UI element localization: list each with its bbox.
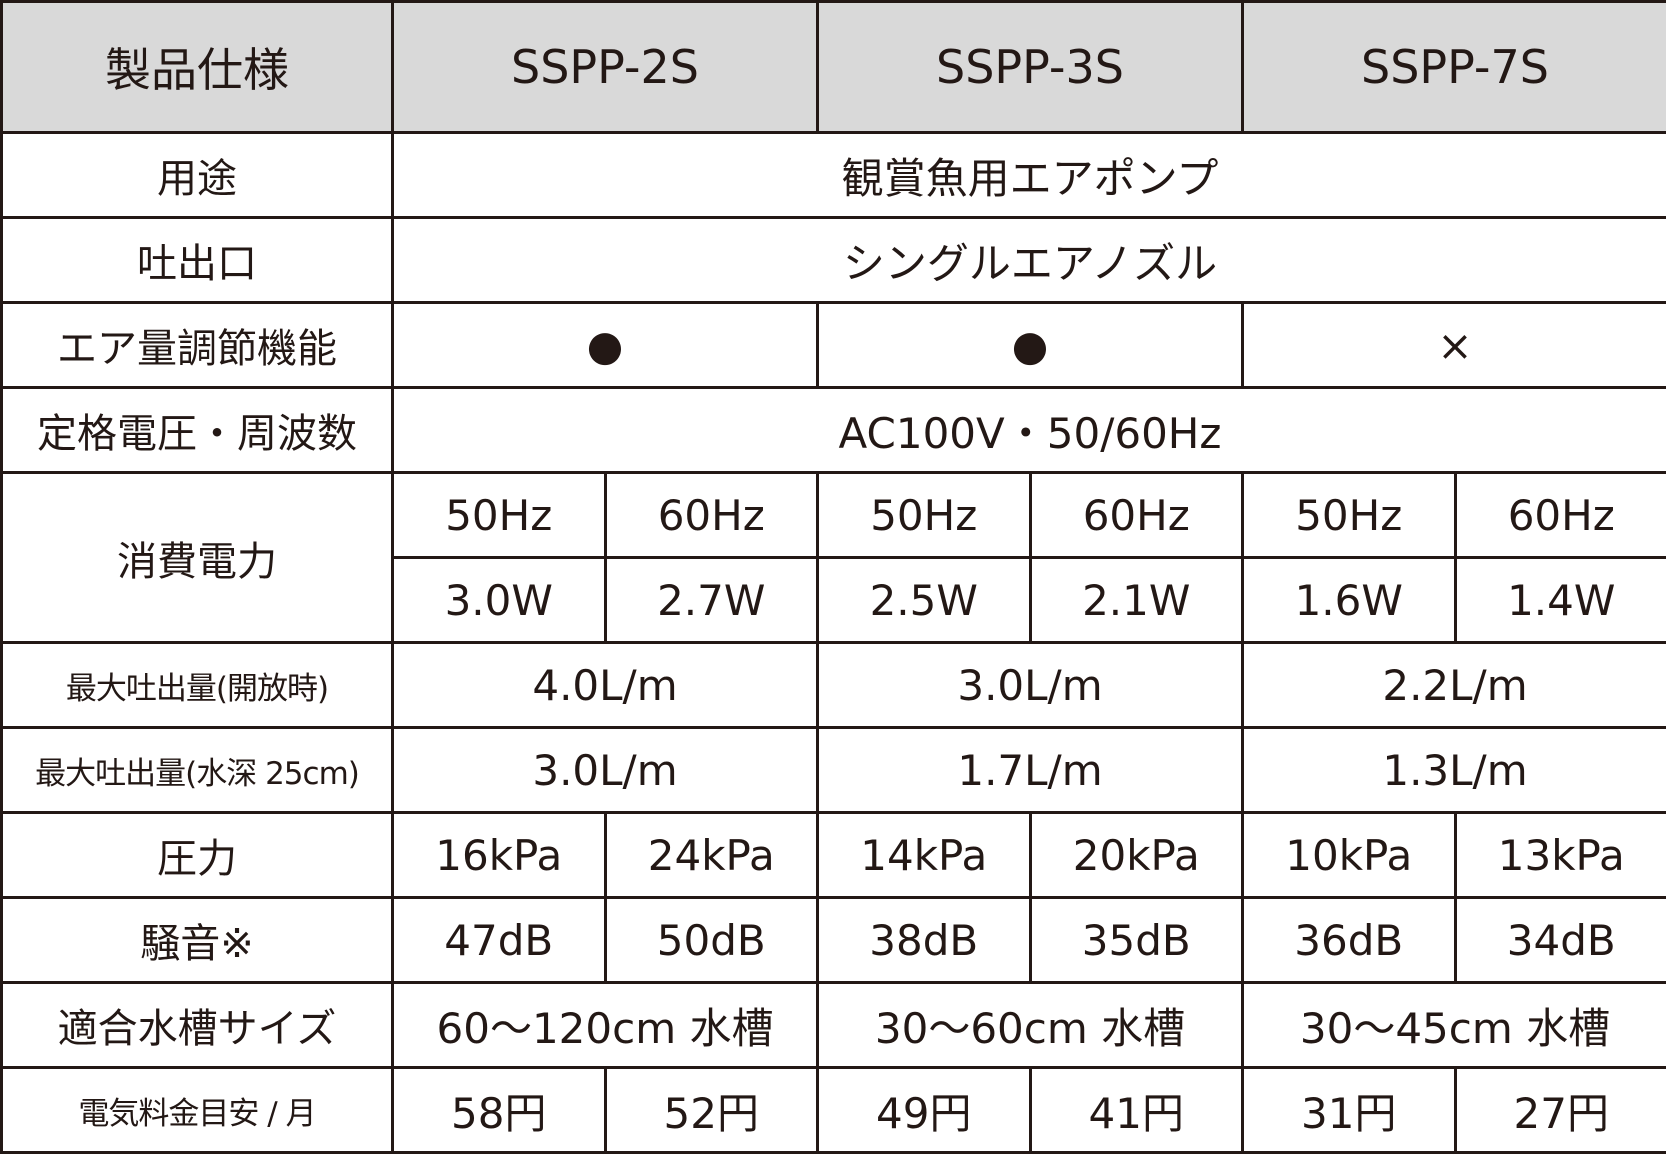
row-label: 適合水槽サイズ <box>2 983 393 1068</box>
row-label: 騒音※ <box>2 898 393 983</box>
value-cell: 3.0L/m <box>393 728 818 813</box>
value-cell: 2.1W <box>1030 558 1243 643</box>
value-cell: 2.5W <box>818 558 1031 643</box>
row-label: 用途 <box>2 133 393 218</box>
value-cell: 14kPa <box>818 813 1031 898</box>
value-cell: 3.0L/m <box>818 643 1243 728</box>
row-label: 電気料金目安 / 月 <box>2 1068 393 1153</box>
model-header: SSPP-2S <box>393 2 818 133</box>
value-cell: 58円 <box>393 1068 606 1153</box>
value-cell: 30～45cm 水槽 <box>1243 983 1666 1068</box>
value-cell: 38dB <box>818 898 1031 983</box>
model-header: SSPP-7S <box>1243 2 1666 133</box>
value-cell: 24kPa <box>605 813 818 898</box>
value-cell: シングルエアノズル <box>393 218 1666 303</box>
spec-row: エア量調節機能●●× <box>2 303 1666 388</box>
spec-row: 用途観賞魚用エアポンプ <box>2 133 1666 218</box>
value-cell: 41円 <box>1030 1068 1243 1153</box>
value-cell: 60Hz <box>1030 473 1243 558</box>
value-cell: 60Hz <box>1455 473 1666 558</box>
value-cell: 1.7L/m <box>818 728 1243 813</box>
value-cell: 20kPa <box>1030 813 1243 898</box>
row-label: 圧力 <box>2 813 393 898</box>
value-cell: 60Hz <box>605 473 818 558</box>
row-label: 消費電力 <box>2 473 393 643</box>
value-cell: ● <box>393 303 818 388</box>
value-cell: 50Hz <box>818 473 1031 558</box>
value-cell: 49円 <box>818 1068 1031 1153</box>
row-label: 吐出口 <box>2 218 393 303</box>
value-cell: 1.6W <box>1243 558 1456 643</box>
value-cell: 2.2L/m <box>1243 643 1666 728</box>
row-label: 最大吐出量(水深 25cm) <box>2 728 393 813</box>
value-cell: 50Hz <box>1243 473 1456 558</box>
spec-row: 吐出口シングルエアノズル <box>2 218 1666 303</box>
value-cell: 50Hz <box>393 473 606 558</box>
value-cell: 27円 <box>1455 1068 1666 1153</box>
value-cell: 31円 <box>1243 1068 1456 1153</box>
value-cell: 13kPa <box>1455 813 1666 898</box>
value-cell: × <box>1243 303 1666 388</box>
value-cell: 60～120cm 水槽 <box>393 983 818 1068</box>
value-cell: 4.0L/m <box>393 643 818 728</box>
row-label: 最大吐出量(開放時) <box>2 643 393 728</box>
value-cell: 35dB <box>1030 898 1243 983</box>
value-cell: 1.4W <box>1455 558 1666 643</box>
value-cell: 観賞魚用エアポンプ <box>393 133 1666 218</box>
value-cell: 36dB <box>1243 898 1456 983</box>
value-cell: 50dB <box>605 898 818 983</box>
value-cell: 1.3L/m <box>1243 728 1666 813</box>
value-cell: 47dB <box>393 898 606 983</box>
model-header: SSPP-3S <box>818 2 1243 133</box>
value-cell: 16kPa <box>393 813 606 898</box>
row-label: 定格電圧・周波数 <box>2 388 393 473</box>
value-cell: 3.0W <box>393 558 606 643</box>
value-cell: 52円 <box>605 1068 818 1153</box>
value-cell: AC100V・50/60Hz <box>393 388 1666 473</box>
value-cell: 2.7W <box>605 558 818 643</box>
spec-header: 製品仕様 <box>2 2 393 133</box>
value-cell: 34dB <box>1455 898 1666 983</box>
value-cell: ● <box>818 303 1243 388</box>
value-cell: 10kPa <box>1243 813 1456 898</box>
row-label: エア量調節機能 <box>2 303 393 388</box>
value-cell: 30～60cm 水槽 <box>818 983 1243 1068</box>
